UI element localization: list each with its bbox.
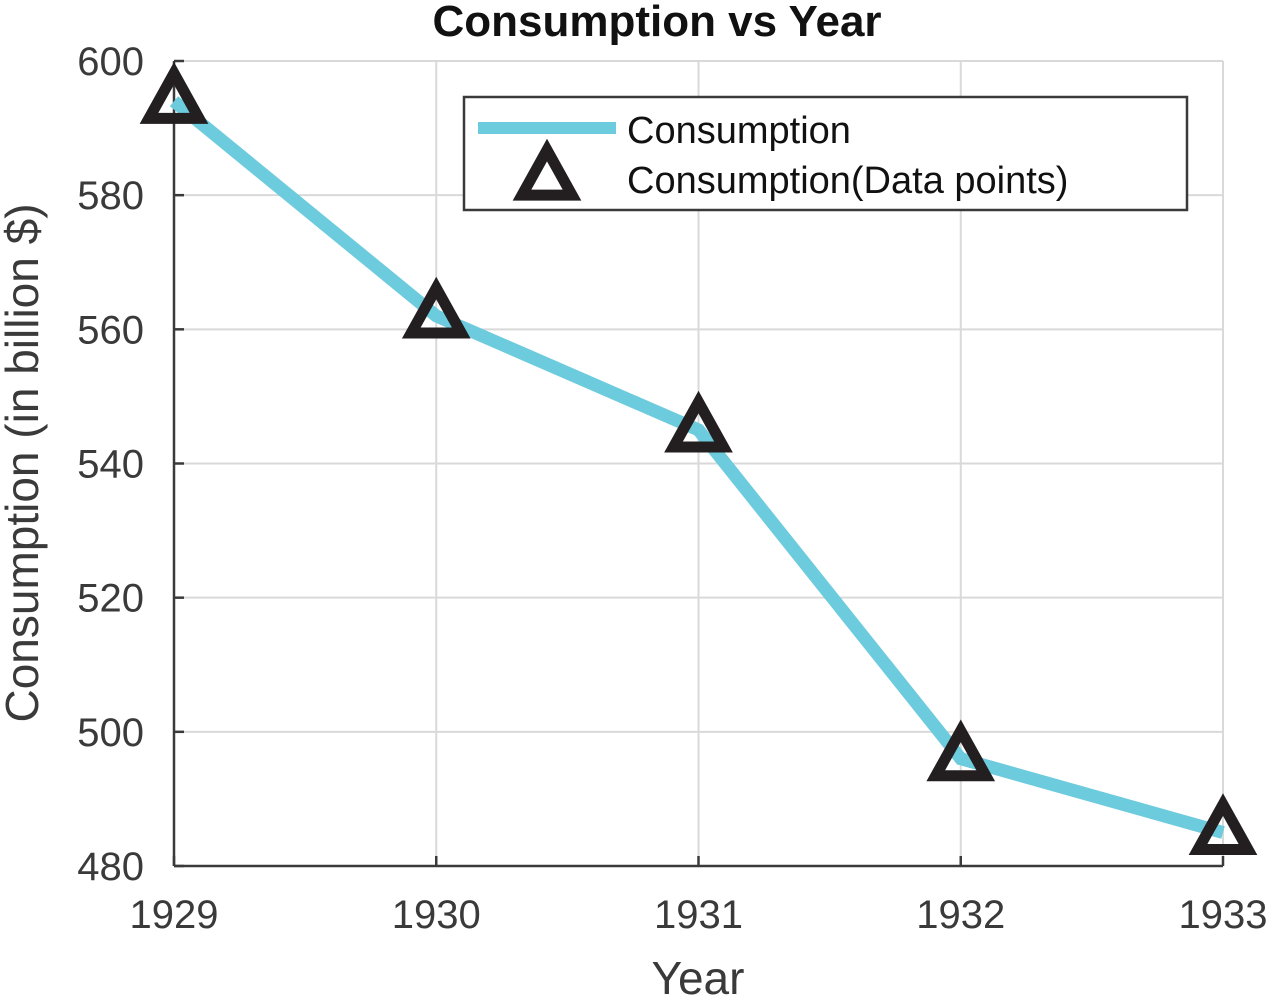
y-tick-labels: 480 500 520 540 560 580 600 [77, 40, 144, 889]
y-tick-label: 540 [77, 443, 144, 487]
y-tick-label: 560 [77, 308, 144, 352]
y-tick-label: 480 [77, 845, 144, 889]
legend-entry-consumption: Consumption [627, 110, 851, 152]
x-tick-label: 1933 [1179, 893, 1268, 937]
legend-triangle-marker [512, 138, 582, 201]
consumption-line [169, 96, 1225, 839]
y-tick-label: 500 [77, 711, 144, 755]
legend-entry-data-points: Consumption(Data points) [627, 160, 1068, 202]
y-tick-label: 600 [77, 40, 144, 84]
x-tick-label: 1931 [654, 893, 743, 937]
x-axis-label: Year [652, 952, 745, 1003]
y-tick-label: 520 [77, 577, 144, 621]
data-point-marker [139, 62, 209, 124]
chart-title: Consumption vs Year [432, 0, 881, 46]
axes [172, 59, 1225, 868]
data-point-marker [926, 719, 996, 782]
legend-box [462, 95, 1189, 212]
y-tick-label: 580 [77, 174, 144, 218]
series-consumption-line [169, 96, 1225, 839]
legend: Consumption Consumption(Data points) [462, 95, 1189, 212]
y-axis-label: Consumption (in billion $) [0, 203, 48, 722]
x-tick-label: 1930 [392, 893, 481, 937]
x-tick-label: 1932 [916, 893, 1005, 937]
data-point-marker [1188, 793, 1258, 856]
x-tick-labels: 1929 1930 1931 1932 1933 [130, 893, 1268, 937]
data-point-marker [664, 390, 733, 453]
x-tick-label: 1929 [130, 893, 219, 937]
data-point-marker [401, 276, 471, 339]
series-consumption-markers [139, 62, 1258, 856]
